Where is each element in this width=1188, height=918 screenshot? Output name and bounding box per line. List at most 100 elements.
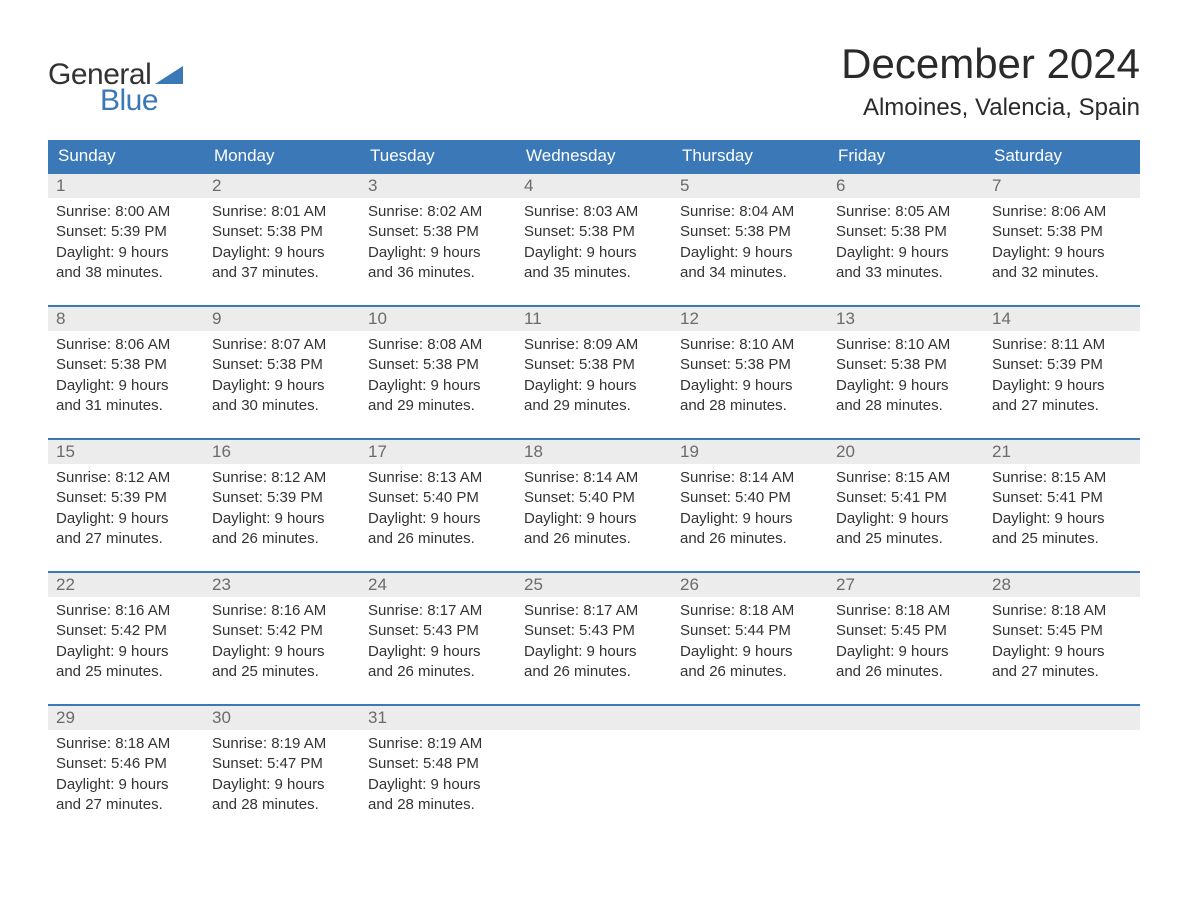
- day-number: 17: [360, 442, 387, 462]
- sunset-text: Sunset: 5:45 PM: [992, 621, 1132, 641]
- daylight-line-1: Daylight: 9 hours: [368, 642, 508, 662]
- daylight-line-2: and 26 minutes.: [212, 529, 352, 549]
- day-number-row: 16: [204, 438, 360, 464]
- day-number-row: 1: [48, 172, 204, 198]
- day-number: 10: [360, 309, 387, 329]
- page-title: December 2024: [841, 40, 1140, 88]
- sunset-text: Sunset: 5:46 PM: [56, 754, 196, 774]
- title-block: December 2024 Almoines, Valencia, Spain: [841, 40, 1140, 122]
- daylight-line-2: and 25 minutes.: [56, 662, 196, 682]
- day-number: 9: [204, 309, 221, 329]
- calendar-cell: 24Sunrise: 8:17 AMSunset: 5:43 PMDayligh…: [360, 571, 516, 686]
- day-header: Monday: [204, 140, 360, 172]
- sunrise-text: Sunrise: 8:19 AM: [212, 734, 352, 754]
- cell-body: Sunrise: 8:16 AMSunset: 5:42 PMDaylight:…: [204, 597, 360, 686]
- day-number: 25: [516, 575, 543, 595]
- day-number: 15: [48, 442, 75, 462]
- daylight-line-2: and 29 minutes.: [368, 396, 508, 416]
- daylight-line-2: and 26 minutes.: [524, 662, 664, 682]
- day-number-row: 29: [48, 704, 204, 730]
- calendar-cell: [984, 704, 1140, 819]
- daylight-line-2: and 28 minutes.: [212, 795, 352, 815]
- daylight-line-1: Daylight: 9 hours: [212, 775, 352, 795]
- cell-body: Sunrise: 8:17 AMSunset: 5:43 PMDaylight:…: [516, 597, 672, 686]
- day-number: 18: [516, 442, 543, 462]
- sunrise-text: Sunrise: 8:06 AM: [56, 335, 196, 355]
- day-number: 26: [672, 575, 699, 595]
- sunrise-text: Sunrise: 8:10 AM: [680, 335, 820, 355]
- empty-day-row: [516, 704, 672, 730]
- sunrise-text: Sunrise: 8:04 AM: [680, 202, 820, 222]
- daylight-line-1: Daylight: 9 hours: [836, 376, 976, 396]
- cell-body: Sunrise: 8:15 AMSunset: 5:41 PMDaylight:…: [984, 464, 1140, 553]
- calendar-cell: 3Sunrise: 8:02 AMSunset: 5:38 PMDaylight…: [360, 172, 516, 287]
- daylight-line-2: and 29 minutes.: [524, 396, 664, 416]
- sunset-text: Sunset: 5:38 PM: [368, 355, 508, 375]
- daylight-line-1: Daylight: 9 hours: [836, 642, 976, 662]
- empty-day-row: [672, 704, 828, 730]
- day-number-row: 19: [672, 438, 828, 464]
- sunset-text: Sunset: 5:38 PM: [680, 222, 820, 242]
- cell-body: Sunrise: 8:03 AMSunset: 5:38 PMDaylight:…: [516, 198, 672, 287]
- day-number-row: 6: [828, 172, 984, 198]
- calendar-cell: 14Sunrise: 8:11 AMSunset: 5:39 PMDayligh…: [984, 305, 1140, 420]
- daylight-line-1: Daylight: 9 hours: [680, 243, 820, 263]
- sunset-text: Sunset: 5:40 PM: [680, 488, 820, 508]
- day-number: 3: [360, 176, 377, 196]
- calendar-cell: 31Sunrise: 8:19 AMSunset: 5:48 PMDayligh…: [360, 704, 516, 819]
- day-number: 6: [828, 176, 845, 196]
- sunset-text: Sunset: 5:38 PM: [212, 222, 352, 242]
- sunrise-text: Sunrise: 8:03 AM: [524, 202, 664, 222]
- day-number-row: 17: [360, 438, 516, 464]
- day-number: 20: [828, 442, 855, 462]
- calendar-cell: 5Sunrise: 8:04 AMSunset: 5:38 PMDaylight…: [672, 172, 828, 287]
- cell-body: Sunrise: 8:04 AMSunset: 5:38 PMDaylight:…: [672, 198, 828, 287]
- empty-day-row: [984, 704, 1140, 730]
- calendar-cell: 29Sunrise: 8:18 AMSunset: 5:46 PMDayligh…: [48, 704, 204, 819]
- day-number: 29: [48, 708, 75, 728]
- cell-body: Sunrise: 8:13 AMSunset: 5:40 PMDaylight:…: [360, 464, 516, 553]
- week-row: 15Sunrise: 8:12 AMSunset: 5:39 PMDayligh…: [48, 438, 1140, 553]
- cell-body: Sunrise: 8:05 AMSunset: 5:38 PMDaylight:…: [828, 198, 984, 287]
- cell-body: Sunrise: 8:02 AMSunset: 5:38 PMDaylight:…: [360, 198, 516, 287]
- day-header: Saturday: [984, 140, 1140, 172]
- sunrise-text: Sunrise: 8:14 AM: [524, 468, 664, 488]
- day-number-row: 8: [48, 305, 204, 331]
- calendar-cell: 2Sunrise: 8:01 AMSunset: 5:38 PMDaylight…: [204, 172, 360, 287]
- day-number: 28: [984, 575, 1011, 595]
- sunset-text: Sunset: 5:45 PM: [836, 621, 976, 641]
- sunrise-text: Sunrise: 8:15 AM: [992, 468, 1132, 488]
- cell-body: Sunrise: 8:10 AMSunset: 5:38 PMDaylight:…: [672, 331, 828, 420]
- daylight-line-1: Daylight: 9 hours: [212, 243, 352, 263]
- day-header: Friday: [828, 140, 984, 172]
- daylight-line-2: and 26 minutes.: [680, 662, 820, 682]
- calendar-cell: 25Sunrise: 8:17 AMSunset: 5:43 PMDayligh…: [516, 571, 672, 686]
- calendar-cell: 23Sunrise: 8:16 AMSunset: 5:42 PMDayligh…: [204, 571, 360, 686]
- day-number: 30: [204, 708, 231, 728]
- daylight-line-2: and 26 minutes.: [524, 529, 664, 549]
- day-number-row: 12: [672, 305, 828, 331]
- day-number-row: 28: [984, 571, 1140, 597]
- sunrise-text: Sunrise: 8:07 AM: [212, 335, 352, 355]
- daylight-line-1: Daylight: 9 hours: [212, 509, 352, 529]
- cell-body: Sunrise: 8:14 AMSunset: 5:40 PMDaylight:…: [672, 464, 828, 553]
- day-number: 31: [360, 708, 387, 728]
- daylight-line-1: Daylight: 9 hours: [992, 509, 1132, 529]
- calendar-cell: 6Sunrise: 8:05 AMSunset: 5:38 PMDaylight…: [828, 172, 984, 287]
- day-number-row: 3: [360, 172, 516, 198]
- day-number-row: 21: [984, 438, 1140, 464]
- daylight-line-1: Daylight: 9 hours: [680, 642, 820, 662]
- sunset-text: Sunset: 5:47 PM: [212, 754, 352, 774]
- sunrise-text: Sunrise: 8:00 AM: [56, 202, 196, 222]
- day-number-row: 14: [984, 305, 1140, 331]
- day-number-row: 20: [828, 438, 984, 464]
- day-number-row: 15: [48, 438, 204, 464]
- sunset-text: Sunset: 5:41 PM: [836, 488, 976, 508]
- sunrise-text: Sunrise: 8:13 AM: [368, 468, 508, 488]
- day-number: 7: [984, 176, 1001, 196]
- logo-triangle-icon: [155, 66, 183, 84]
- daylight-line-2: and 32 minutes.: [992, 263, 1132, 283]
- day-header: Tuesday: [360, 140, 516, 172]
- day-number: 14: [984, 309, 1011, 329]
- day-number: 22: [48, 575, 75, 595]
